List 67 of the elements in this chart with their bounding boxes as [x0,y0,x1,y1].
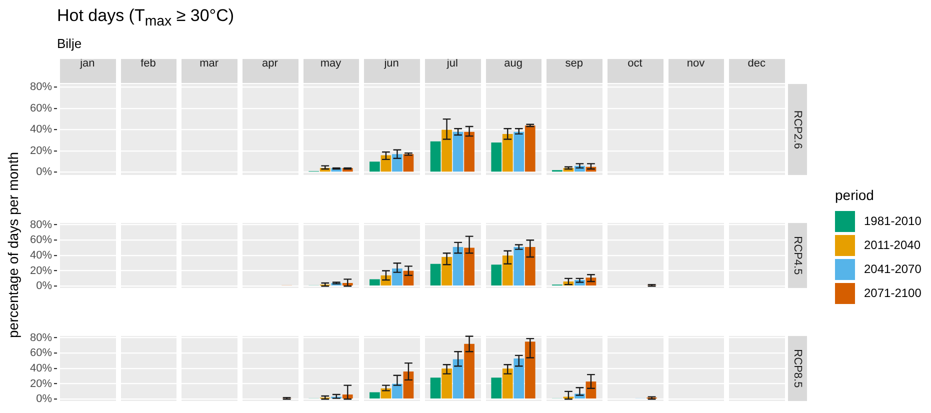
bar [430,141,441,172]
bar [524,247,536,286]
bar [491,378,502,399]
bar [370,279,380,286]
bar [442,130,452,172]
x-tick-label: may [320,57,342,70]
bar [342,394,353,399]
legend-label: 2041-2070 [864,262,922,276]
bar [502,368,513,399]
y-tick-label: 0% [36,280,52,292]
x-tick-label: mar [200,57,219,70]
x-tick-label: apr [262,57,278,70]
bar [502,255,513,286]
y-tick-label: 60% [30,102,52,114]
bar [452,132,464,172]
bar [403,154,414,172]
bar [502,134,513,172]
bar [464,344,474,399]
y-tick-label: 20% [30,144,52,157]
bar [491,142,502,172]
bar [524,125,536,172]
x-tick-label: aug [504,57,522,70]
y-tick-label: 40% [30,124,52,136]
bar [442,256,452,286]
bar [514,358,524,399]
bar [392,268,402,286]
bar [370,392,380,399]
bar [392,154,402,172]
bar [430,264,441,286]
legend-title: period [835,187,875,203]
y-tick-label: 60% [30,347,52,360]
y2-axis-title: RCP8.5 [791,349,804,388]
bar [342,283,353,286]
y-tick-label: 80% [30,81,52,94]
y-tick-label: 60% [30,234,52,246]
bar [370,162,380,172]
y-tick-label: 0% [36,166,52,178]
bar [380,155,392,172]
legend-label: 2011-2040 [864,238,920,252]
y-axis-title: percentage of days per month [5,152,21,338]
y-tick-label: 80% [30,332,52,344]
y-tick-label: 20% [30,264,52,277]
bar [403,372,414,399]
y2-axis-title: RCP2.6 [791,110,804,149]
y-tick-label: 80% [30,218,52,231]
x-tick-label: nov [686,57,706,70]
chart-title: Hot days (T$_{max}$ ≥ 30°C) [57,6,234,30]
y-tick-label: 0% [36,393,52,406]
y-tick-label: 20% [30,378,52,390]
bar [464,132,474,172]
legend-label: 2071-2100 [864,286,922,300]
y-tick-label: 40% [30,249,52,262]
bar [452,247,464,286]
bar [514,132,524,172]
bar [464,248,474,286]
bar [491,264,502,286]
chart-subtitle: Bilje [57,36,82,51]
y2-axis-title: RCP4.5 [791,236,804,275]
bar [442,368,452,399]
bar [514,247,524,286]
bar [524,342,536,399]
legend-label: 1981-2010 [864,214,922,228]
y-tick-label: 40% [30,362,52,374]
bar [430,378,441,399]
x-tick-label: sep [565,57,583,70]
bar [452,359,464,399]
x-tick-label: oct [628,57,642,70]
